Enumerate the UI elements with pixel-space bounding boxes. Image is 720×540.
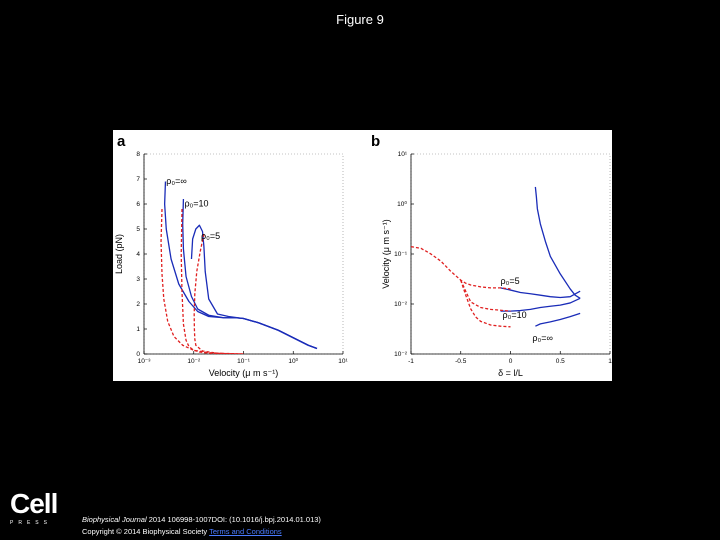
figure-panels: a b 10⁻³ 10⁻² 10⁻¹ 10⁰ 10¹ 0 1 2 3 4 5 6 7 8 Velocity … [113, 130, 612, 381]
figure-svg: a b 10⁻³ 10⁻² 10⁻¹ 10⁰ 10¹ 0 1 2 3 4 5 6 7 8 Velocity … [114, 133, 612, 378]
figure-title: Figure 9 [336, 12, 384, 27]
curve-annotation-b-0: ρ₀=5 [501, 276, 520, 286]
panel-b-label: b [371, 133, 380, 150]
series-line-a-4 [180, 208, 244, 354]
y-tick-label-a: 3 [136, 276, 140, 283]
series-line-a-1 [182, 198, 318, 350]
x-tick-label-a: 10⁻³ [138, 358, 152, 365]
y-tick-label-b: 10⁻² [394, 301, 408, 308]
x-tick-label-a: 10⁻¹ [237, 358, 251, 365]
series-line-b-6 [460, 279, 511, 328]
series-line-a-5 [193, 233, 244, 354]
x-tick-label-b: -1 [408, 358, 414, 365]
y-tick-label-b: 10⁻¹ [394, 251, 408, 258]
x-axis-label-a: Velocity (μ m s⁻¹) [209, 368, 278, 378]
x-tick-label-a: 10⁻² [187, 358, 201, 365]
panel-b-plot: -1 -0.5 0 0.5 1 10⁻² 10⁻² 10⁻¹ 10⁰ 10¹ δ = l/L Velo… [381, 151, 612, 378]
series-line-a-2 [190, 224, 318, 350]
curve-annotation-a-1: ρ₀=10 [184, 199, 208, 209]
y-axis-label-b: Velocity (μ m s⁻¹) [381, 219, 391, 288]
terms-link[interactable]: Terms and Conditions [209, 527, 282, 536]
x-tick-label-a: 10⁰ [288, 357, 298, 365]
y-tick-label-a: 6 [136, 201, 140, 208]
citation-line: Biophysical Journal 2014 106998-1007DOI:… [82, 514, 321, 526]
citation-footer: Biophysical Journal 2014 106998-1007DOI:… [82, 514, 321, 538]
curve-annotation-a-0: ρ₀=∞ [166, 176, 187, 186]
citation-text: 2014 106998-1007DOI: (10.1016/j.bpj.2014… [146, 515, 321, 524]
logo-word: Cell [10, 488, 58, 519]
series-line-b-2 [535, 312, 581, 327]
y-tick-label-a: 8 [136, 151, 140, 158]
plot-frame-b [410, 153, 611, 355]
y-tick-label-a: 4 [136, 251, 140, 258]
series-line-b-0 [500, 287, 581, 299]
y-tick-label-a: 2 [136, 301, 140, 308]
y-tick-label-a: 5 [136, 226, 140, 233]
y-tick-label-b: 10⁰ [397, 200, 407, 208]
cell-press-logo: Cell PRESS [10, 490, 62, 528]
series-line-b-5 [460, 279, 511, 312]
series-line-b-3 [534, 186, 581, 299]
logo-sub: PRESS [10, 520, 52, 526]
x-tick-label-b: 1 [608, 358, 612, 365]
panel-a-plot: 10⁻³ 10⁻² 10⁻¹ 10⁰ 10¹ 0 1 2 3 4 5 6 7 8 Velocity (μ m… [114, 151, 349, 378]
x-tick-label-b: 0.5 [556, 358, 565, 365]
y-tick-label-b: 10¹ [398, 151, 408, 158]
x-tick-label-b: -0.5 [455, 358, 467, 365]
y-tick-label-a: 0 [136, 351, 140, 358]
series-line-b-4 [411, 246, 511, 290]
curve-annotation-a-2: ρ₀=5 [201, 231, 220, 241]
y-tick-label-b: 10⁻² [394, 351, 408, 358]
y-tick-label-a: 7 [136, 176, 140, 183]
copyright-line: Copyright © 2014 Biophysical Society Ter… [82, 526, 321, 538]
curve-annotation-b-2: ρ₀=∞ [532, 333, 553, 343]
panel-a-label: a [117, 133, 126, 150]
copyright-text: Copyright © 2014 Biophysical Society [82, 527, 208, 536]
curve-annotation-b-1: ρ₀=10 [503, 310, 527, 320]
x-tick-label-a: 10¹ [338, 358, 348, 365]
x-tick-label-b: 0 [509, 358, 513, 365]
y-tick-label-a: 1 [136, 326, 140, 333]
series-line-b-1 [500, 297, 581, 312]
x-axis-label-b: δ = l/L [498, 368, 523, 378]
journal-name: Biophysical Journal [82, 515, 147, 524]
y-axis-label-a: Load (pN) [114, 234, 124, 274]
